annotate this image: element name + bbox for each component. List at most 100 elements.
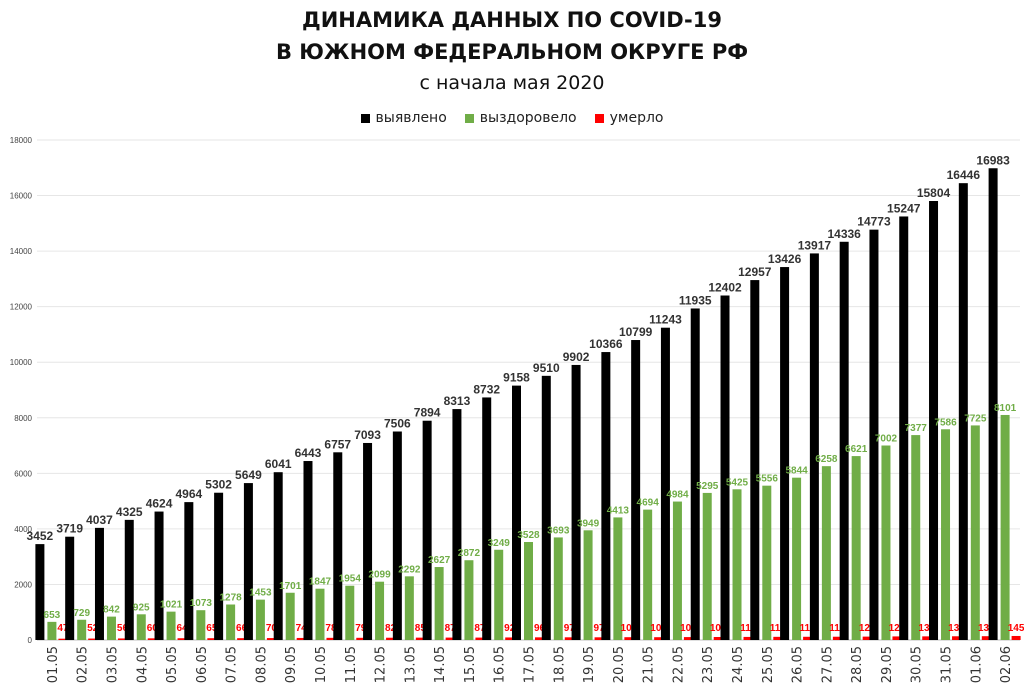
bar-died <box>624 637 634 640</box>
data-label-identified: 11935 <box>679 293 712 307</box>
data-label-died: 116 <box>800 623 817 634</box>
x-tick-label: 11.05 <box>344 646 359 683</box>
data-label-identified: 5649 <box>235 468 262 482</box>
x-tick-label: 19.05 <box>582 646 597 683</box>
legend-swatch-identified <box>360 113 370 123</box>
bar-recovered <box>702 492 712 640</box>
legend-item-died: умерло <box>594 110 663 126</box>
data-label-recovered: 4694 <box>637 498 660 509</box>
chart-title-line2: В ЮЖНОМ ФЕДЕРАЛЬНОМ ОКРУГЕ РФ <box>275 40 749 64</box>
bar-recovered <box>136 614 146 640</box>
data-label-identified: 9902 <box>563 350 590 364</box>
data-label-died: 92 <box>504 623 516 634</box>
data-label-identified: 5302 <box>205 478 232 492</box>
data-label-identified: 16446 <box>947 168 981 182</box>
bar-recovered <box>106 616 116 640</box>
bar-identified <box>124 519 134 640</box>
bar-identified <box>839 241 849 640</box>
bar-died <box>445 637 455 640</box>
bar-recovered <box>166 611 176 640</box>
data-label-died: 79 <box>355 623 367 634</box>
x-tick-label: 21.05 <box>642 646 657 683</box>
bar-recovered <box>345 585 355 640</box>
bar-died <box>58 638 68 640</box>
bar-identified <box>780 267 790 640</box>
data-label-recovered: 5295 <box>696 481 719 492</box>
legend-item-identified: выявлено <box>360 110 447 126</box>
bar-died <box>356 637 366 640</box>
x-tick-label: 26.05 <box>791 646 806 683</box>
bar-died <box>147 638 157 640</box>
data-label-recovered: 2872 <box>458 548 481 559</box>
bar-recovered <box>375 581 385 640</box>
x-tick-label: 30.05 <box>910 646 925 683</box>
bar-identified <box>929 201 939 640</box>
data-label-identified: 6757 <box>324 437 351 451</box>
x-tick-label: 02.06 <box>999 646 1014 683</box>
bar-identified <box>750 280 760 640</box>
data-label-recovered: 3949 <box>577 518 600 529</box>
bar-identified <box>333 452 343 640</box>
bar-identified <box>482 397 492 640</box>
chart-subtitle: с начала мая 2020 <box>419 72 605 94</box>
bar-died <box>683 637 693 640</box>
x-tick-label: 28.05 <box>850 646 865 683</box>
data-label-died: 87 <box>445 623 457 634</box>
x-tick-label: 29.05 <box>880 646 895 683</box>
data-label-identified: 16983 <box>976 153 1010 167</box>
y-tick-label: 14000 <box>10 247 33 256</box>
data-label-identified: 7894 <box>414 406 441 420</box>
x-tick-label: 13.05 <box>403 646 418 683</box>
bar-recovered <box>762 485 772 640</box>
data-label-identified: 15247 <box>887 201 921 215</box>
bar-died <box>803 636 813 640</box>
x-tick-label: 03.05 <box>105 646 120 683</box>
data-label-died: 60 <box>147 623 159 634</box>
bar-recovered <box>970 425 980 640</box>
data-label-died: 85 <box>415 623 427 634</box>
data-label-died: 82 <box>385 623 397 634</box>
data-label-died: 122 <box>859 623 876 634</box>
bar-recovered <box>941 429 951 640</box>
x-tick-label: 09.05 <box>284 646 299 683</box>
data-label-recovered: 1453 <box>249 588 272 599</box>
data-label-recovered: 1847 <box>309 577 332 588</box>
data-label-recovered: 2292 <box>398 564 421 575</box>
data-label-recovered: 6258 <box>815 454 838 465</box>
data-label-identified: 10366 <box>589 337 623 351</box>
data-label-died: 134 <box>948 623 965 634</box>
bar-died <box>326 637 336 640</box>
bar-recovered <box>47 621 57 640</box>
data-label-identified: 8732 <box>473 382 500 396</box>
bar-identified <box>809 253 819 640</box>
bar-identified <box>422 420 432 640</box>
data-label-identified: 4964 <box>175 487 202 501</box>
bar-identified <box>214 492 224 640</box>
bar-died <box>505 637 515 640</box>
bar-identified <box>94 527 104 640</box>
data-label-died: 52 <box>87 623 99 634</box>
y-tick-label: 6000 <box>14 469 32 478</box>
x-tick-label: 01.06 <box>969 646 984 683</box>
data-label-identified: 10799 <box>619 325 653 339</box>
data-label-recovered: 3249 <box>488 538 511 549</box>
bar-identified <box>392 431 402 640</box>
y-tick-label: 4000 <box>14 525 32 534</box>
bar-recovered <box>434 567 444 640</box>
bar-recovered <box>553 537 563 640</box>
data-label-died: 65 <box>206 623 218 634</box>
bar-identified <box>303 461 313 640</box>
data-label-recovered: 7586 <box>934 417 957 428</box>
data-label-died: 47 <box>57 623 69 634</box>
x-tick-label: 14.05 <box>433 646 448 683</box>
data-label-recovered: 3528 <box>517 530 540 541</box>
bar-died <box>922 636 932 640</box>
legend-swatch-recovered <box>464 113 474 123</box>
legend-swatch-died <box>594 113 604 123</box>
bar-died <box>743 636 753 640</box>
bar-recovered <box>792 477 802 640</box>
bar-recovered <box>911 435 921 640</box>
data-label-died: 97 <box>594 623 606 634</box>
data-label-recovered: 7725 <box>964 413 987 424</box>
